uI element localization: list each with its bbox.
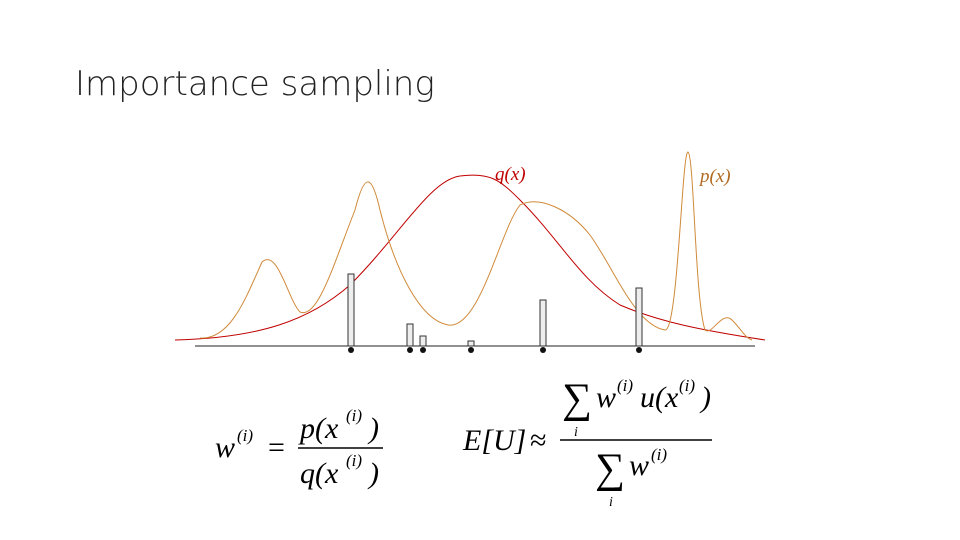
sample-point: [420, 347, 426, 353]
weight-bar: [420, 336, 426, 346]
formula-text: p(x: [298, 412, 339, 445]
formula-text: (i): [346, 406, 362, 425]
formula-text: ): [699, 381, 711, 414]
formula-text: w: [629, 449, 649, 482]
slide-title: Importance sampling: [75, 64, 435, 104]
weight-bar: [540, 300, 546, 346]
q-label: q(x): [495, 164, 526, 185]
weight-bar: [407, 324, 413, 346]
q-curve: [175, 175, 765, 340]
p-curve: [200, 152, 752, 340]
weight-formula: w (i) = p(x (i) ) q(x (i) ): [215, 406, 383, 490]
formula-text: ): [367, 412, 379, 445]
formula-text: u(x: [640, 381, 679, 414]
formula-text: w: [596, 381, 616, 414]
sample-weights: [348, 274, 642, 346]
sample-point: [540, 347, 546, 353]
formula-text: (i): [237, 426, 253, 445]
formula-text: (i): [651, 445, 667, 464]
sample-point: [468, 347, 474, 353]
sample-point: [348, 347, 354, 353]
formula-text: ): [367, 457, 379, 490]
slide: Importance sampling q(x) p(x) w (i) = p(…: [0, 0, 960, 540]
formula-text: i: [574, 425, 578, 440]
weight-bar: [636, 288, 642, 346]
formula-text: (i): [346, 451, 362, 470]
formula-text: i: [609, 495, 613, 510]
expectation-formula: E[U] ≈ ∑ i w (i) u(x (i) ) ∑ i w (i): [462, 376, 712, 510]
formula-text: ∑: [595, 446, 625, 492]
formula-text: ∑: [562, 376, 592, 422]
formula-text: =: [268, 431, 285, 464]
sample-point: [636, 347, 642, 353]
formula-text: E[U]: [462, 424, 526, 457]
sample-point: [407, 347, 413, 353]
formula-text: ≈: [530, 424, 546, 457]
p-label: p(x): [698, 166, 731, 187]
formula-text: (i): [617, 376, 633, 395]
formula-text: (i): [679, 376, 695, 395]
formula-text: w: [215, 431, 235, 464]
weight-bar: [468, 341, 474, 346]
weight-bar: [348, 274, 354, 346]
formula-text: q(x: [300, 457, 339, 490]
sample-points: [348, 347, 642, 353]
